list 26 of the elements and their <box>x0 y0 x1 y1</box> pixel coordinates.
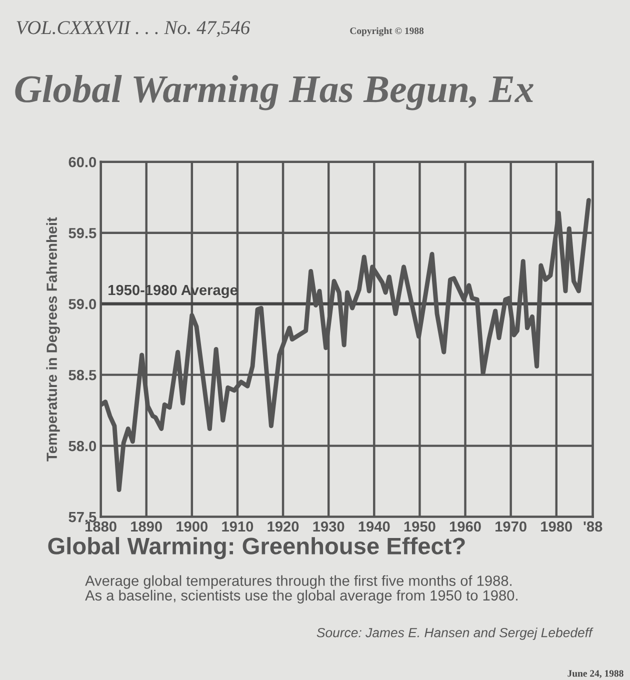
x-tick-label: 1950 <box>404 521 436 532</box>
source-note: Source: James E. Hansen and Sergej Lebedeff <box>316 628 594 640</box>
text: Average global temperatures through the first five months of 1988. As a baseline, scientists use the global average from 1950 to 1980. <box>85 575 518 604</box>
x-tick-label: 1970 <box>496 521 526 532</box>
y-tick-label: 59.5 <box>68 228 96 238</box>
y-tick-label: 58.0 <box>68 440 96 452</box>
text: VOL.CXXXVII . . . No. 47,546 <box>16 21 250 37</box>
text: Global Warming Has Begun, Ex <box>15 75 534 110</box>
text: Copyright © 1988 <box>350 27 424 36</box>
x-tick-label: 1940 <box>358 521 390 532</box>
x-tick-label: 1900 <box>176 521 208 532</box>
y-tick-label: 60.0 <box>68 156 96 168</box>
x-tick-label: 1910 <box>222 521 254 532</box>
x-tick-label: 1980 <box>541 521 572 532</box>
y-tick-label: 58.5 <box>68 370 96 380</box>
y-axis-title: Temperature in Degrees Fahrenheit <box>46 217 60 462</box>
y-tick-label: 59.0 <box>68 298 96 310</box>
x-tick-label: 1880 <box>86 521 116 532</box>
y-tick-label: 57.5 <box>68 512 96 522</box>
x-tick-label: 1890 <box>131 521 162 532</box>
text: June 24, 1988 <box>568 670 624 678</box>
x-tick-label: '88 <box>584 521 602 532</box>
x-tick-label: 1930 <box>313 521 344 532</box>
x-tick-label: 1960 <box>450 521 481 532</box>
x-tick-label: 1920 <box>268 521 299 532</box>
text: Global Warming: Greenhouse Effect? <box>48 537 465 560</box>
